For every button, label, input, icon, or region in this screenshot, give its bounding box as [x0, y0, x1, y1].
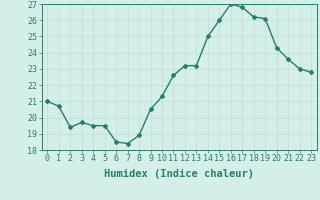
X-axis label: Humidex (Indice chaleur): Humidex (Indice chaleur) — [104, 169, 254, 179]
